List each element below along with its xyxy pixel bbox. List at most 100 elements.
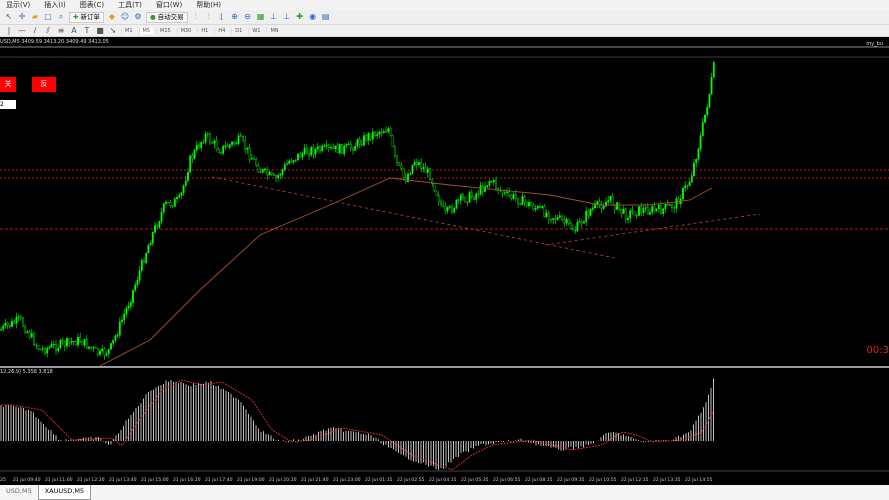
candle-body [356,139,359,147]
candle-body [561,215,563,221]
candle-body [191,155,194,159]
menu-window[interactable]: 窗口(W) [155,1,183,9]
new-order-button[interactable]: ✚ 新订单 [69,11,104,23]
time-tick-label: 25 [0,477,6,483]
candle-body [39,348,42,351]
menu-charts[interactable]: 图表(C) [79,1,105,9]
candle-body [479,185,482,195]
tf-h4[interactable]: H4 [214,27,228,34]
autoscroll-icon[interactable]: ⊥ [270,12,278,21]
reverse-button[interactable]: 反 [32,77,56,92]
candle-body [611,195,614,206]
close-button[interactable]: 关 [0,77,16,92]
candle-body [182,185,185,194]
tf-m30[interactable]: M30 [176,27,195,34]
candle-body [646,207,649,215]
candle-body [413,161,416,166]
line-chart-icon[interactable]: ⌊ [220,12,224,21]
tf-w1[interactable]: W1 [248,27,263,34]
user-icon[interactable]: ☺ [120,12,130,21]
lot-input[interactable]: 2 [0,100,16,109]
chart-shift-icon[interactable]: ⊥ [283,12,291,21]
vertical-line-icon[interactable]: | [7,25,11,35]
standard-toolbar: ↖ ✛ ▰ ▢ ⌕ ✚ 新订单 ◆ ☺ ⚙ ● 自动交易 ⫶ ⫶ ⌊ ⊕ ⊖ ▦ ⊥… [0,10,889,25]
tab-usd-m5[interactable]: USD,M5 [6,487,32,495]
tf-m15[interactable]: M15 [156,27,174,34]
candle-body [303,147,306,154]
candle-body [220,152,222,154]
tf-h1[interactable]: H1 [197,27,211,34]
candle-body [105,353,108,356]
menu-help[interactable]: 帮助(H) [196,1,222,9]
candle-body [415,161,418,165]
tile-icon[interactable]: ▦ [256,12,265,21]
folder-icon[interactable]: ▰ [31,12,39,21]
candle-body [204,133,207,143]
candle-body [314,148,317,155]
candle-body [213,140,216,144]
chart-window[interactable]: 25 21 Jul 09:40 21 Jul 11:00 21 Jul 12:20 21… [0,37,889,485]
candle-body [442,203,445,207]
text-icon[interactable]: A [71,25,77,35]
time-tick-label: 21 Jul 13:40 [109,477,137,483]
tf-d1[interactable]: D1 [231,27,245,34]
templates-icon[interactable]: ▤ [321,12,330,21]
candle-body [391,135,394,147]
candle-body [235,143,238,145]
candle-body [127,306,130,309]
label-icon[interactable]: T [84,25,90,35]
candle-body [655,208,658,211]
menu-tools[interactable]: 工具(T) [118,1,142,9]
candle-body [112,339,115,344]
candle-body [629,210,632,219]
candle-body [378,131,381,135]
candle-body [583,221,585,224]
candle-body [63,341,66,347]
zoom-in-icon[interactable]: ⊕ [231,12,238,21]
signal-icon[interactable]: ⚙ [134,12,142,21]
candle-chart-icon[interactable]: ⫶ [207,12,210,21]
tf-m1[interactable]: M1 [121,27,136,34]
candle-body [160,211,163,222]
candle-body [261,169,264,173]
periods-icon[interactable]: ◉ [309,12,317,21]
candle-body [107,348,110,355]
indicators-icon[interactable]: ✚ [296,12,303,21]
tf-mn[interactable]: MN [266,27,281,34]
channel-icon[interactable]: ⫽ [46,25,50,35]
candle-body [305,147,308,154]
candle-body [226,145,229,148]
horizontal-line-icon[interactable]: — [18,25,26,35]
candle-body [165,201,167,204]
rect-icon[interactable]: ■ [96,25,104,35]
menu-view[interactable]: 显示(V) [6,1,31,9]
candle-body [653,206,656,211]
time-tick-label: 22 Jul 05:35 [461,477,489,483]
macd-label: 12,26,9) 5.358 3.818 [0,369,53,375]
candle-body [171,205,174,207]
fibo-icon[interactable]: ≡ [57,25,65,35]
tf-m5[interactable]: M5 [138,27,153,34]
candle-body [123,313,126,321]
menu-insert[interactable]: 插入(I) [44,1,66,9]
candle-body [239,135,242,137]
candle-body [466,201,469,204]
chart-canvas[interactable]: 25 21 Jul 09:40 21 Jul 11:00 21 Jul 12:20 21… [0,37,889,485]
cursor-icon[interactable]: ↖ [5,12,13,21]
auto-trading-button[interactable]: ● 自动交易 [145,11,188,23]
crosshair-icon[interactable]: ✛ [18,12,26,21]
zoom-icon[interactable]: ⌕ [58,12,64,21]
candle-body [411,164,414,174]
window-icon[interactable]: ▢ [44,12,52,21]
trendline-icon[interactable]: / [33,25,37,35]
candle-body [209,133,211,143]
expert-icon[interactable]: ◆ [108,12,116,21]
tab-xauusd-m5[interactable]: XAUUSD,M5 [37,485,92,500]
candle-body [569,223,572,229]
candle-body [0,329,2,331]
candle-body [198,145,200,149]
zoom-out-icon[interactable]: ⊖ [244,12,251,21]
bar-chart-icon[interactable]: ⫶ [194,12,197,21]
arrows-icon[interactable]: ➘ [109,25,117,35]
candle-body [224,145,227,147]
